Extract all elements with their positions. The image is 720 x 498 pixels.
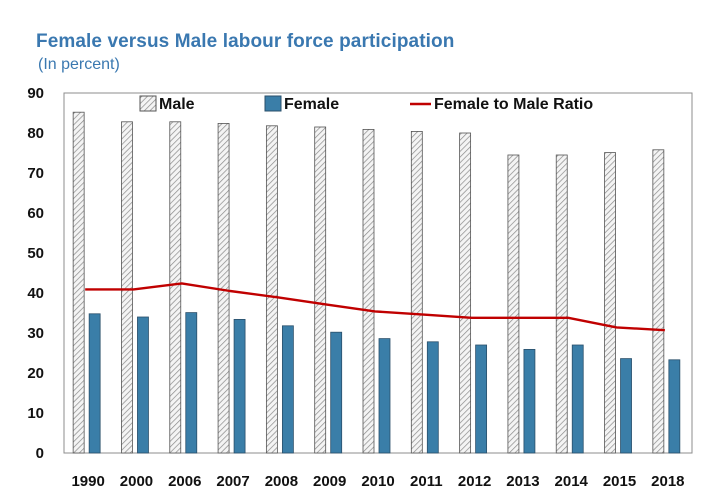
chart-title: Female versus Male labour force particip… xyxy=(36,31,455,52)
bar-male xyxy=(410,130,423,454)
y-tick-label: 0 xyxy=(36,445,44,462)
y-tick-label: 80 xyxy=(27,125,44,142)
bar-female xyxy=(378,338,391,454)
bar-female xyxy=(475,344,488,454)
x-axis: 1990 2000 2006 2007 2008 2009 2010 2011 2012 2013… xyxy=(71,473,684,490)
bar-male xyxy=(265,125,278,454)
x-tick-label: 2015 xyxy=(603,473,636,490)
y-tick-label: 90 xyxy=(27,85,44,102)
y-tick-label: 10 xyxy=(27,405,44,422)
female-bars xyxy=(88,312,681,454)
x-tick-label: 2013 xyxy=(506,473,539,490)
x-tick-label: 2014 xyxy=(555,473,589,490)
x-tick-label: 1990 xyxy=(71,473,104,490)
y-tick-label: 20 xyxy=(27,365,44,382)
bar-female xyxy=(668,359,681,454)
bar-female xyxy=(88,313,101,454)
y-tick-label: 70 xyxy=(27,165,44,182)
legend: Male Female Female to Male Ratio xyxy=(139,95,593,113)
bar-male xyxy=(362,128,375,454)
y-tick-label: 50 xyxy=(27,245,44,262)
x-tick-label: 2018 xyxy=(651,473,684,490)
legend-label-female: Female xyxy=(284,96,339,113)
male-bars xyxy=(72,111,665,454)
legend-label-male: Male xyxy=(159,96,195,113)
x-tick-label: 2006 xyxy=(168,473,201,490)
legend-label-ratio: Female to Male Ratio xyxy=(434,96,593,113)
bar-female xyxy=(426,341,439,454)
legend-swatch-female xyxy=(264,95,282,112)
y-axis: 0 10 20 30 40 50 60 70 80 90 xyxy=(27,85,44,462)
x-tick-label: 2012 xyxy=(458,473,491,490)
bar-female xyxy=(185,312,198,454)
x-tick-label: 2011 xyxy=(410,473,443,490)
chart-subtitle: (In percent) xyxy=(38,56,120,73)
x-tick-label: 2008 xyxy=(265,473,298,490)
ratio-line-series xyxy=(85,282,665,332)
x-tick-label: 2009 xyxy=(313,473,346,490)
ratio-line xyxy=(85,282,665,332)
plot-area xyxy=(63,92,693,454)
bar-female xyxy=(137,316,149,454)
bar-male xyxy=(555,154,568,454)
y-tick-label: 30 xyxy=(27,325,44,342)
bar-male xyxy=(72,111,85,454)
bar-female xyxy=(233,318,246,454)
bar-male xyxy=(169,121,182,454)
x-tick-label: 2007 xyxy=(216,473,249,490)
bar-male xyxy=(652,149,665,454)
bar-female xyxy=(281,325,294,454)
bar-male xyxy=(507,154,520,454)
bar-female xyxy=(620,358,632,454)
x-tick-label: 2010 xyxy=(361,473,394,490)
bar-male xyxy=(459,132,472,454)
y-tick-label: 40 xyxy=(27,285,44,302)
bar-female xyxy=(330,331,343,454)
x-tick-label: 2000 xyxy=(120,473,153,490)
y-tick-label: 60 xyxy=(27,205,44,222)
bar-female xyxy=(571,344,584,454)
bar-male xyxy=(604,152,616,454)
bar-male xyxy=(314,126,327,454)
bar-female xyxy=(523,348,536,454)
legend-swatch-male xyxy=(139,95,157,112)
bar-male xyxy=(121,121,133,454)
